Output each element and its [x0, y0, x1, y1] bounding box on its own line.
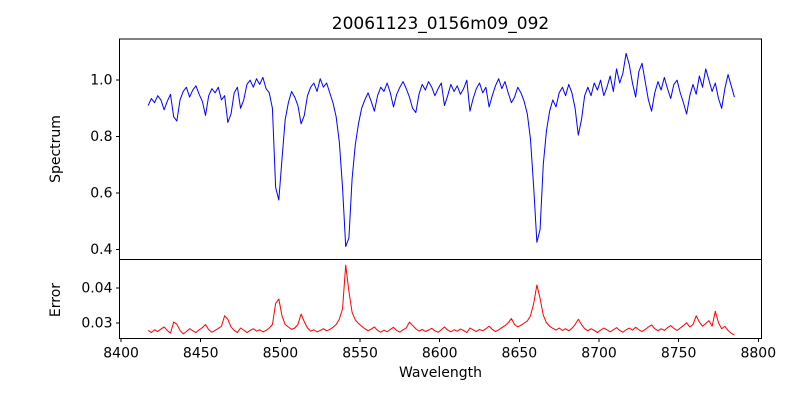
- x-tick-label: 8700: [581, 346, 617, 362]
- x-tick-label: 8750: [661, 346, 697, 362]
- chart-title: 20061123_0156m09_092: [332, 14, 549, 34]
- x-tick-label: 8600: [422, 346, 458, 362]
- x-axis-label: Wavelength: [399, 365, 482, 381]
- plot-area: 0.4 0.6 0.8 1.0 0.03 0.04 8400 8450 8500 8550 8600…: [81, 38, 776, 362]
- x-tick-label: 8400: [103, 346, 139, 362]
- error-panel-frame: [119, 259, 762, 339]
- spectrum-panel-frame: [119, 38, 762, 260]
- x-tick-label: 8500: [263, 346, 299, 362]
- x-tick-label: 8650: [502, 346, 538, 362]
- spectrum-y-axis-label: Spectrum: [48, 115, 64, 183]
- spectrum-y-tick-label: 0.8: [90, 129, 112, 145]
- x-tick-label: 8450: [183, 346, 219, 362]
- spectrum-y-tick-label: 0.4: [90, 242, 112, 258]
- x-tick-label: 8800: [740, 346, 776, 362]
- spectrum-y-tick-label: 0.6: [90, 185, 112, 201]
- spectrum-y-tick-label: 1.0: [90, 73, 112, 89]
- spectrum-line: [147, 52, 735, 248]
- x-tick-label: 8550: [342, 346, 378, 362]
- error-y-axis-label: Error: [48, 283, 64, 317]
- error-y-tick-label: 0.03: [81, 315, 112, 331]
- error-y-tick-label: 0.04: [81, 280, 112, 296]
- error-line: [147, 264, 735, 336]
